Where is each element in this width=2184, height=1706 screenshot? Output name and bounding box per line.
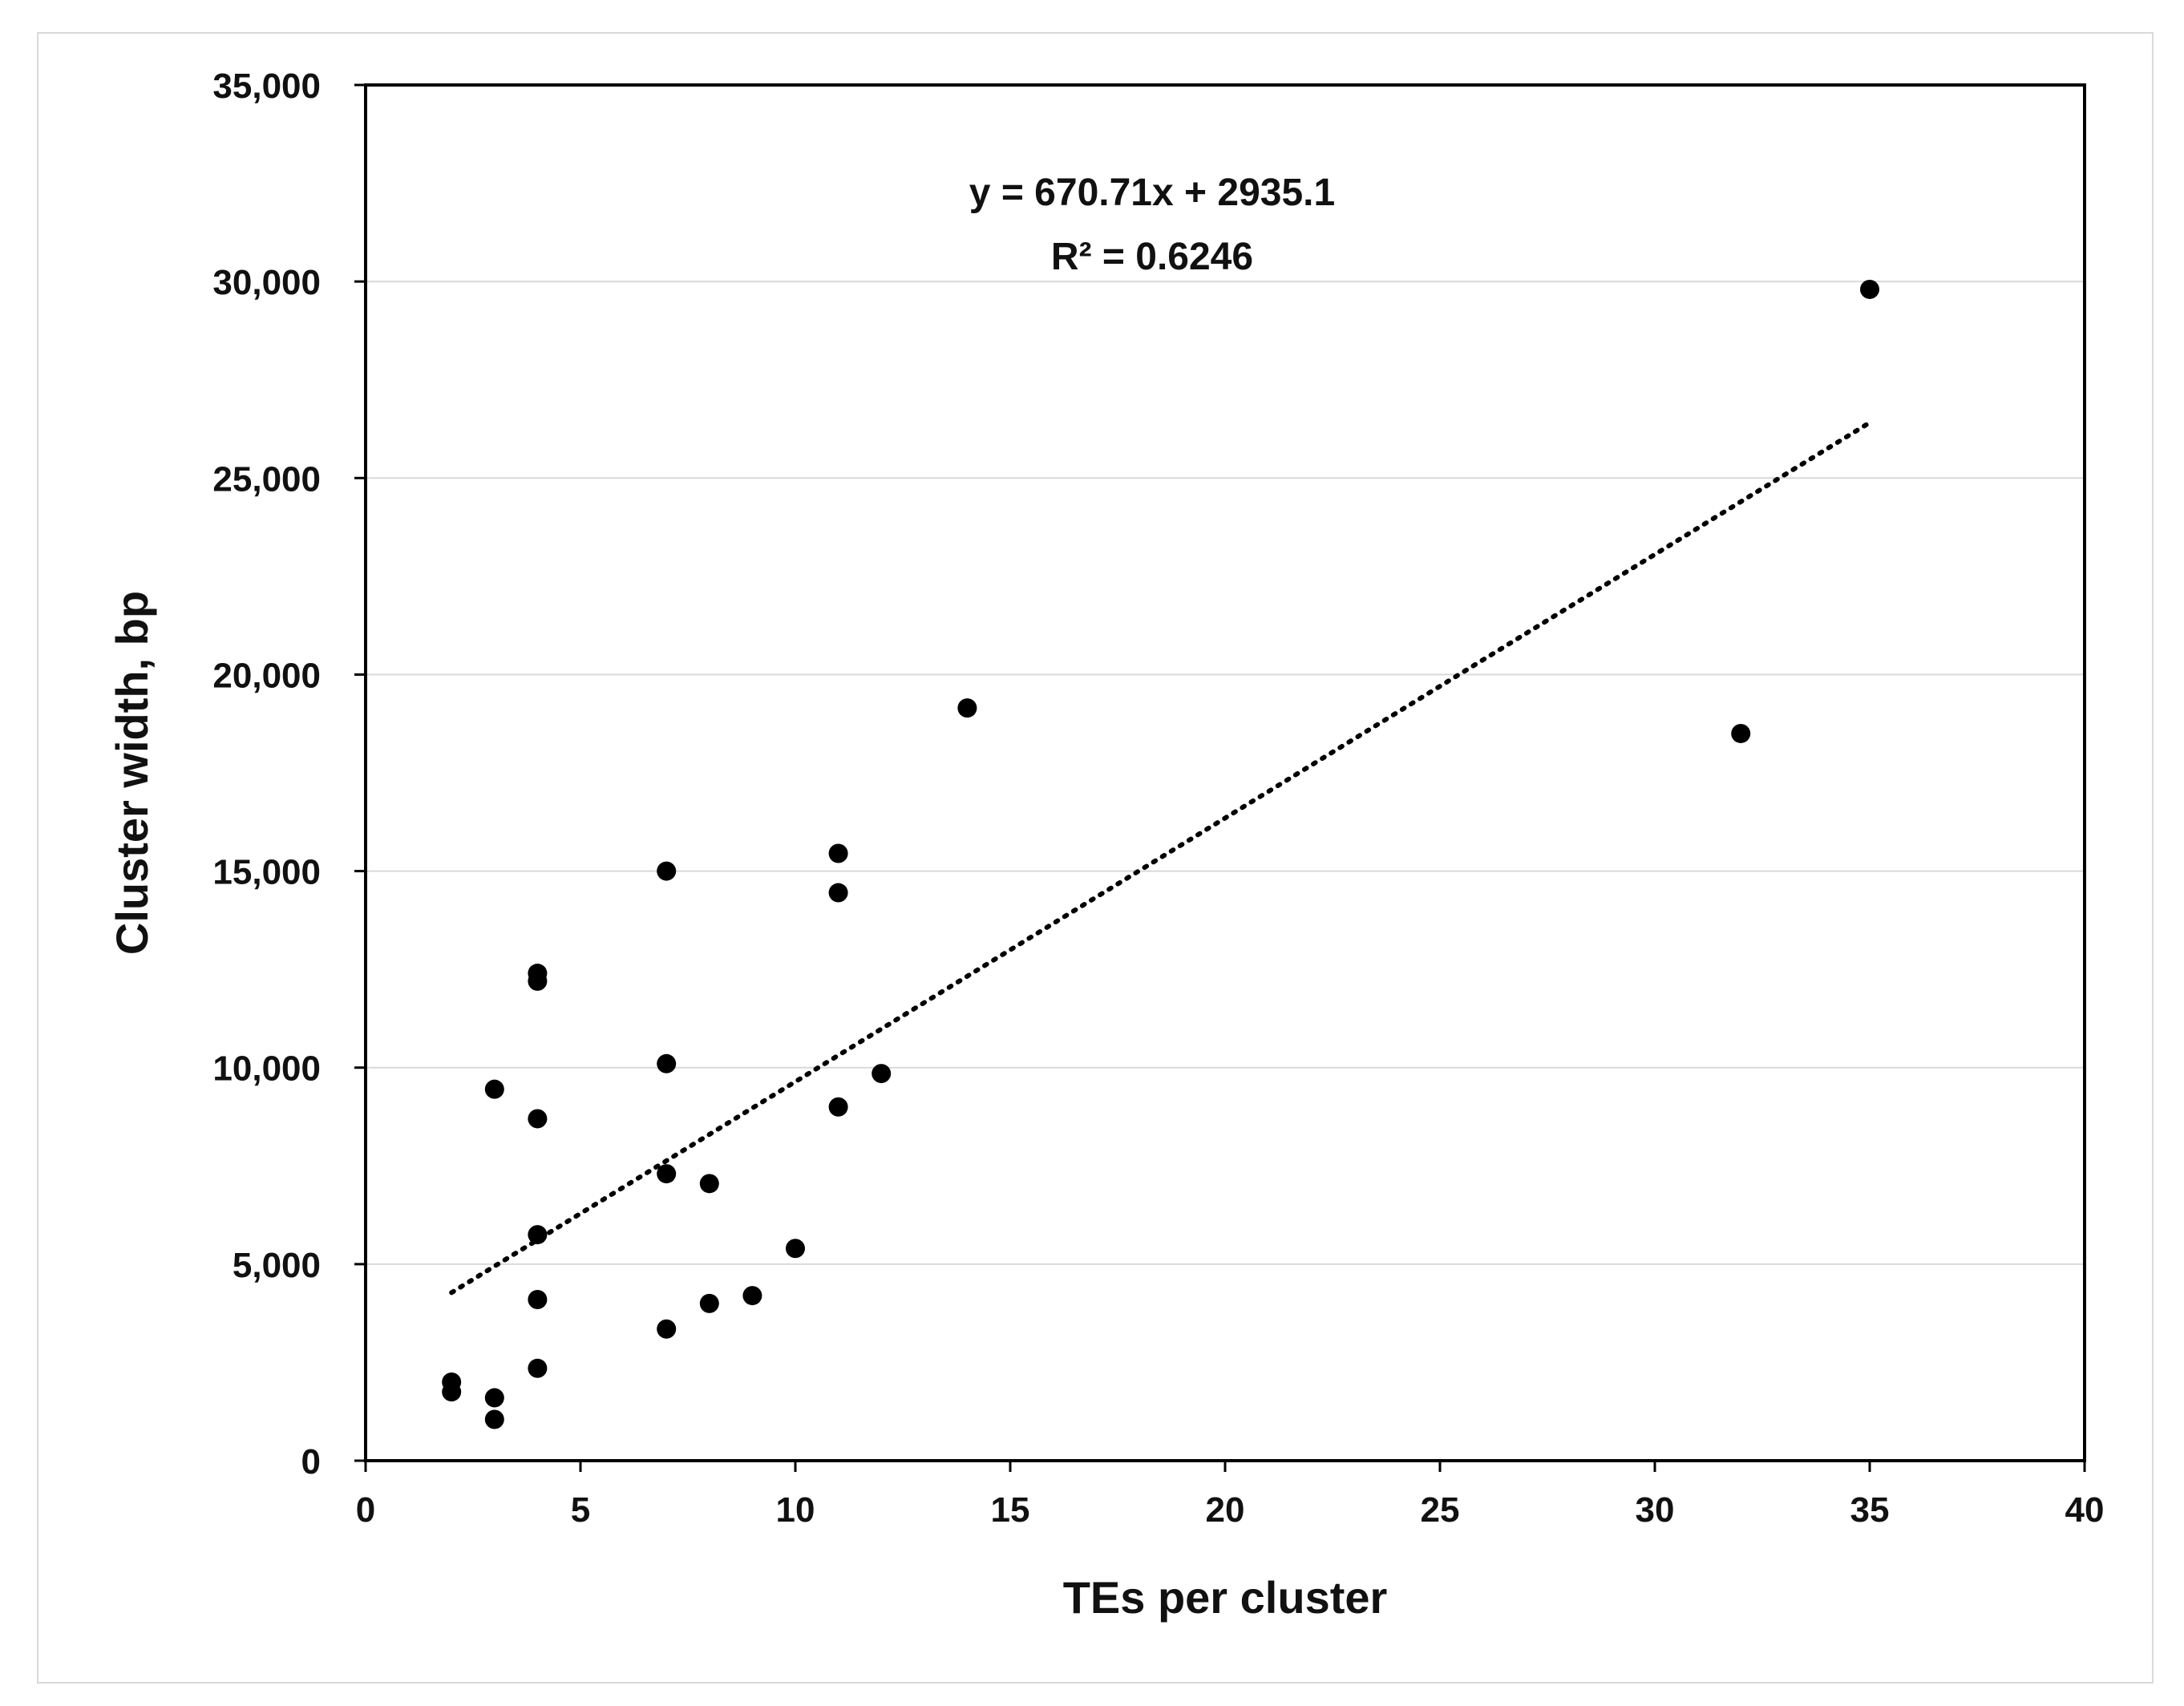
data-point: [828, 1097, 848, 1117]
data-point: [872, 1064, 892, 1084]
y-tick-label: 20,000: [212, 656, 321, 695]
data-point: [484, 1388, 504, 1408]
data-point: [657, 861, 677, 881]
data-point: [657, 1164, 677, 1184]
trendline-r-squared: R² = 0.6246: [1051, 236, 1253, 278]
y-axis-ticks: 0 5,000 10,000 15,000 20,000 25,000 30,000 35,0…: [212, 67, 366, 1482]
x-tick-label: 15: [991, 1490, 1030, 1530]
data-point: [828, 883, 848, 903]
x-tick-label: 35: [1850, 1490, 1890, 1530]
x-tick-label: 5: [571, 1490, 590, 1530]
data-points: [442, 279, 1879, 1429]
x-tick-label: 25: [1421, 1490, 1460, 1530]
plot-area: [364, 83, 2086, 1462]
data-point: [484, 1079, 504, 1099]
grid-lines: [366, 281, 2085, 1265]
x-axis-ticks: 0 5 10 15 20 25 30 35 40: [356, 1461, 2105, 1530]
x-tick-label: 10: [776, 1490, 815, 1530]
x-tick-label: 20: [1206, 1490, 1245, 1530]
data-point: [442, 1382, 462, 1402]
data-point: [528, 1109, 548, 1129]
data-point: [699, 1293, 719, 1313]
x-axis-title: TEs per cluster: [1063, 1572, 1388, 1623]
y-tick-label: 5,000: [233, 1246, 321, 1285]
y-tick-label: 35,000: [212, 67, 321, 106]
data-point: [657, 1053, 677, 1073]
x-tick-label: 40: [2065, 1490, 2105, 1530]
data-point: [957, 698, 977, 718]
data-point: [1731, 723, 1751, 743]
data-point: [528, 1225, 548, 1245]
chart-frame: [37, 32, 2154, 1684]
data-point: [528, 971, 548, 991]
data-point: [828, 843, 848, 863]
data-point: [484, 1409, 504, 1429]
data-point: [528, 1358, 548, 1378]
x-tick-label: 30: [1636, 1490, 1675, 1530]
trendline: [449, 420, 1872, 1296]
x-tick-label: 0: [356, 1490, 375, 1530]
data-point: [786, 1239, 805, 1259]
y-tick-label: 10,000: [212, 1049, 321, 1089]
y-tick-label: 15,000: [212, 853, 321, 892]
data-point: [742, 1286, 762, 1306]
y-axis-title: Cluster width, bp: [107, 591, 157, 955]
data-point: [657, 1319, 677, 1339]
y-tick-label: 25,000: [212, 459, 321, 499]
data-point: [1860, 279, 1879, 299]
y-tick-label: 30,000: [212, 263, 321, 302]
data-point: [528, 1289, 548, 1309]
data-point: [699, 1174, 719, 1194]
y-tick-label: 0: [301, 1442, 321, 1482]
trendline-equation: y = 670.71x + 2935.1: [969, 172, 1335, 214]
